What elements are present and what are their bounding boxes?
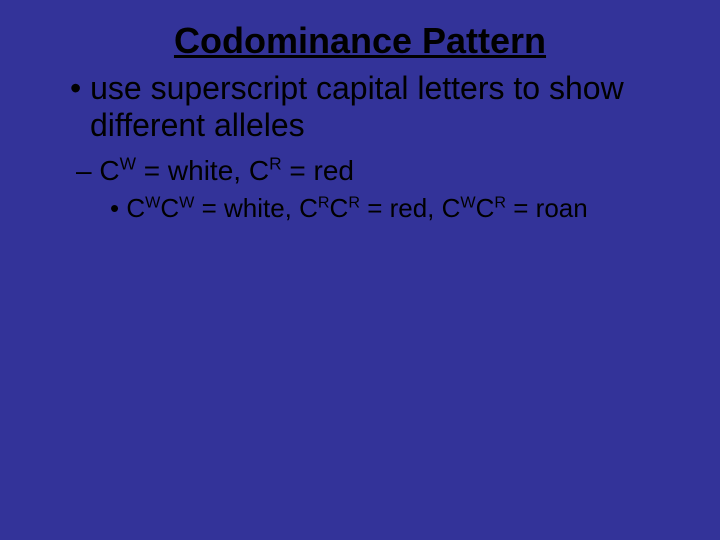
bullet-2-content: CW = white, CR = red [99,155,354,186]
bullet-3-content: CWCW = white, CRCR = red, CWCR = roan [126,193,587,223]
bullet-level-2: – CW = white, CR = red [76,154,690,188]
bullet-level-3: • CWCW = white, CRCR = red, CWCR = roan [110,193,690,224]
bullet-1-marker: • [70,70,81,106]
bullet-2-marker: – [76,155,92,186]
bullet-1-text: use superscript capital letters to show … [90,70,624,143]
bullet-level-1: • use superscript capital letters to sho… [50,70,690,144]
slide-title: Codominance Pattern [70,20,650,62]
bullet-3-marker: • [110,193,119,223]
